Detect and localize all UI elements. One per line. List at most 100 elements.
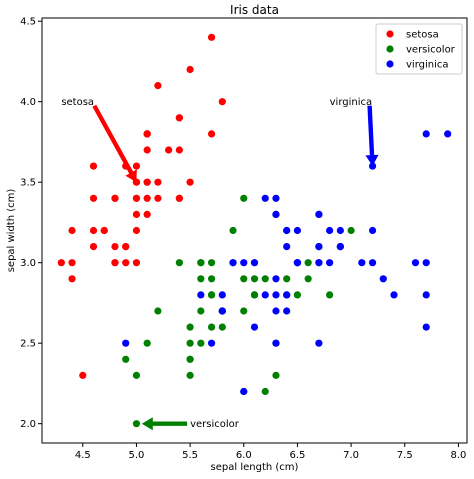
virginica-point: [122, 339, 130, 347]
x-tick-label: 4.5: [75, 450, 91, 461]
setosa-point: [111, 194, 119, 202]
series-virginica: [122, 130, 452, 396]
virginica-point: [261, 291, 269, 299]
setosa-point: [132, 226, 141, 235]
y-axis-ticks: 2.0 2.5 3.0 3.5 4.0 4.5: [20, 17, 42, 430]
annotation-label: setosa: [61, 97, 94, 108]
versicolor-point: [207, 275, 216, 283]
setosa-point: [132, 162, 141, 170]
plot-area-frame: [41, 17, 468, 444]
versicolor-point: [229, 226, 237, 235]
virginica-point: [379, 275, 387, 283]
annotation-arrow: [92, 104, 137, 183]
x-axis-label: sepal length (cm): [211, 462, 299, 473]
legend-marker-versicolor: [386, 45, 394, 53]
legend-marker-virginica: [386, 60, 394, 68]
setosa-point: [79, 371, 87, 379]
setosa-point: [143, 194, 151, 202]
data-points: [57, 33, 452, 428]
versicolor-point: [240, 194, 248, 202]
versicolor-point: [175, 259, 183, 267]
setosa-point: [175, 194, 183, 202]
versicolor-point: [197, 259, 205, 267]
virginica-point: [315, 242, 323, 251]
versicolor-point: [261, 275, 269, 283]
x-tick-label: 7.5: [397, 450, 413, 461]
annotation-label: versicolor: [190, 419, 240, 430]
versicolor-point: [272, 371, 280, 379]
setosa-point: [143, 178, 151, 186]
versicolor-point: [218, 323, 226, 331]
setosa-point: [57, 259, 65, 267]
x-tick-label: 7.0: [343, 450, 359, 461]
y-tick-label: 3.5: [20, 178, 36, 189]
y-tick-label: 3.0: [20, 258, 36, 269]
setosa-point: [154, 194, 162, 202]
virginica-point: [326, 226, 334, 235]
versicolor-point: [304, 259, 312, 267]
setosa-point: [207, 33, 216, 41]
versicolor-point: [326, 291, 334, 299]
versicolor-point: [207, 323, 216, 331]
versicolor-point: [347, 226, 355, 235]
versicolor-point: [186, 323, 194, 331]
versicolor-point: [154, 307, 162, 315]
versicolor-point: [250, 291, 259, 299]
virginica-point: [283, 307, 291, 315]
annotation-arrow: [141, 417, 188, 431]
virginica-point: [240, 387, 248, 396]
versicolor-point: [207, 291, 216, 299]
legend-box: [375, 23, 463, 75]
versicolor-point: [197, 275, 205, 283]
versicolor-point: [197, 307, 205, 315]
setosa-point: [154, 178, 162, 186]
x-tick-label: 5.5: [182, 450, 198, 461]
setosa-point: [175, 146, 183, 154]
setosa-point: [122, 259, 130, 267]
series-setosa: [57, 33, 226, 379]
virginica-point: [390, 291, 398, 299]
setosa-point: [132, 194, 141, 202]
virginica-point: [336, 226, 344, 235]
versicolor-point: [283, 275, 291, 283]
setosa-point: [218, 98, 226, 106]
legend-marker-setosa: [386, 30, 394, 38]
setosa-point: [154, 82, 162, 90]
setosa-point: [89, 226, 98, 235]
legend-label-setosa: setosa: [406, 30, 439, 41]
setosa-point: [186, 178, 194, 186]
setosa-point: [132, 259, 141, 267]
virginica-point: [368, 226, 377, 235]
virginica-point: [229, 259, 237, 267]
virginica-point: [261, 194, 269, 202]
virginica-point: [218, 291, 226, 299]
y-tick-label: 4.5: [20, 17, 36, 28]
setosa-point: [111, 242, 119, 251]
legend: setosa versicolor virginica: [375, 23, 463, 75]
virginica-point: [368, 162, 377, 170]
virginica-point: [422, 130, 430, 138]
versicolor-point: [143, 339, 151, 347]
x-tick-label: 6.0: [236, 450, 252, 461]
annotation-arrow: [365, 105, 379, 167]
virginica-point: [283, 291, 291, 299]
setosa-point: [68, 275, 76, 283]
versicolor-point: [207, 259, 216, 267]
series-versicolor: [122, 194, 355, 428]
setosa-point: [122, 242, 130, 251]
versicolor-point: [304, 275, 312, 283]
setosa-point: [143, 146, 151, 154]
setosa-point: [111, 259, 119, 267]
virginica-point: [293, 259, 302, 267]
virginica-point: [272, 194, 280, 202]
versicolor-point: [132, 420, 141, 428]
versicolor-point: [132, 371, 141, 379]
virginica-point: [207, 339, 216, 347]
setosa-point: [132, 210, 141, 219]
virginica-point: [315, 210, 323, 219]
setosa-point: [89, 162, 98, 170]
versicolor-point: [186, 339, 194, 347]
virginica-point: [411, 259, 420, 267]
setosa-point: [143, 130, 151, 138]
virginica-point: [293, 226, 302, 235]
